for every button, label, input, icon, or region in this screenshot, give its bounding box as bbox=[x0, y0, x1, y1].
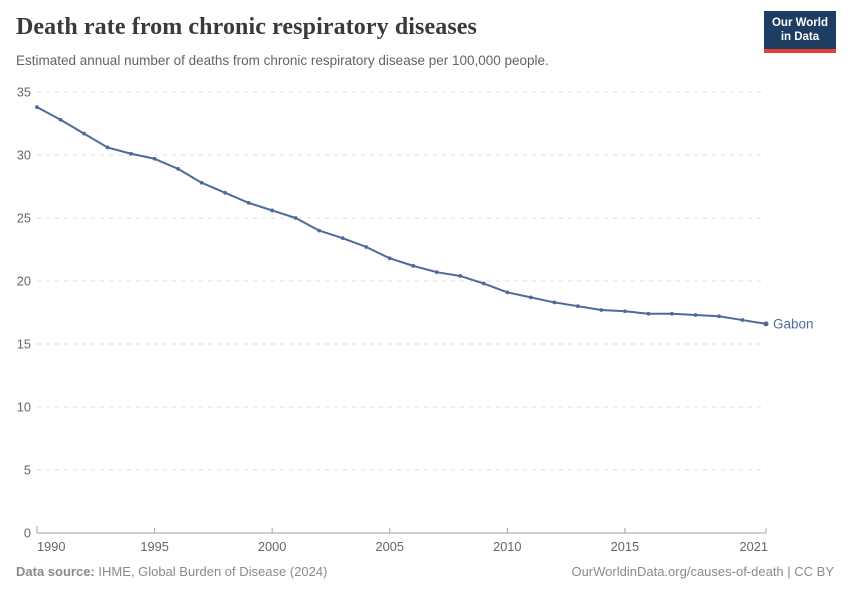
data-source: Data source: IHME, Global Burden of Dise… bbox=[16, 564, 327, 579]
data-point bbox=[82, 131, 86, 136]
data-point bbox=[481, 281, 486, 286]
owid-logo-line1: Our World bbox=[771, 17, 828, 29]
y-tick-label: 35 bbox=[17, 85, 31, 100]
data-point bbox=[717, 314, 721, 319]
data-point bbox=[293, 216, 298, 220]
data-point bbox=[693, 313, 698, 317]
y-tick-label: 0 bbox=[24, 526, 31, 541]
data-point bbox=[364, 245, 369, 249]
data-point bbox=[270, 208, 275, 213]
data-point bbox=[528, 295, 533, 300]
x-tick-label: 2000 bbox=[258, 539, 286, 554]
data-point bbox=[599, 308, 604, 312]
x-tick-label: 2010 bbox=[493, 539, 521, 554]
page-title: Death rate from chronic respiratory dise… bbox=[16, 14, 477, 40]
x-tick-label: 2015 bbox=[611, 539, 639, 554]
data-point bbox=[105, 145, 110, 150]
data-point bbox=[35, 105, 39, 110]
data-point bbox=[223, 190, 228, 195]
data-point bbox=[623, 309, 627, 314]
data-point bbox=[176, 166, 180, 171]
x-tick-label: 1990 bbox=[37, 539, 65, 554]
data-point bbox=[411, 263, 416, 268]
data-point bbox=[152, 156, 157, 161]
data-point bbox=[434, 270, 439, 275]
data-point bbox=[340, 236, 345, 241]
data-point bbox=[646, 311, 651, 316]
data-point bbox=[458, 274, 463, 278]
y-tick-label: 20 bbox=[17, 274, 31, 289]
series-end-label: Gabon bbox=[773, 316, 814, 331]
x-tick-label: 1995 bbox=[140, 539, 168, 554]
chart-footer: Data source: IHME, Global Burden of Dise… bbox=[16, 564, 834, 579]
data-point bbox=[129, 151, 133, 156]
data-point bbox=[740, 318, 745, 322]
data-source-label: Data source: bbox=[16, 564, 95, 579]
data-point bbox=[58, 117, 63, 122]
y-tick-label: 25 bbox=[17, 211, 31, 226]
data-point bbox=[763, 321, 769, 327]
data-point bbox=[246, 200, 251, 205]
y-tick-label: 30 bbox=[17, 148, 31, 163]
data-point bbox=[317, 228, 322, 233]
y-tick-label: 5 bbox=[24, 463, 31, 478]
data-point bbox=[505, 290, 510, 295]
owid-logo: Our World in Data bbox=[763, 11, 836, 53]
x-tick-label: 2021 bbox=[740, 539, 768, 554]
chart-subtitle: Estimated annual number of deaths from c… bbox=[16, 53, 549, 68]
y-tick-label: 10 bbox=[17, 400, 31, 415]
y-tick-label: 15 bbox=[17, 337, 31, 352]
data-point bbox=[387, 256, 392, 261]
data-point bbox=[575, 304, 580, 309]
data-point bbox=[670, 311, 674, 316]
x-tick-label: 2005 bbox=[376, 539, 404, 554]
credit-link[interactable]: OurWorldinData.org/causes-of-death | CC … bbox=[571, 564, 834, 579]
data-source-text: IHME, Global Burden of Disease (2024) bbox=[94, 564, 328, 579]
data-point bbox=[199, 180, 204, 185]
data-point bbox=[552, 300, 557, 305]
series-line bbox=[36, 106, 767, 325]
owid-logo-line2: in Data bbox=[780, 31, 820, 44]
